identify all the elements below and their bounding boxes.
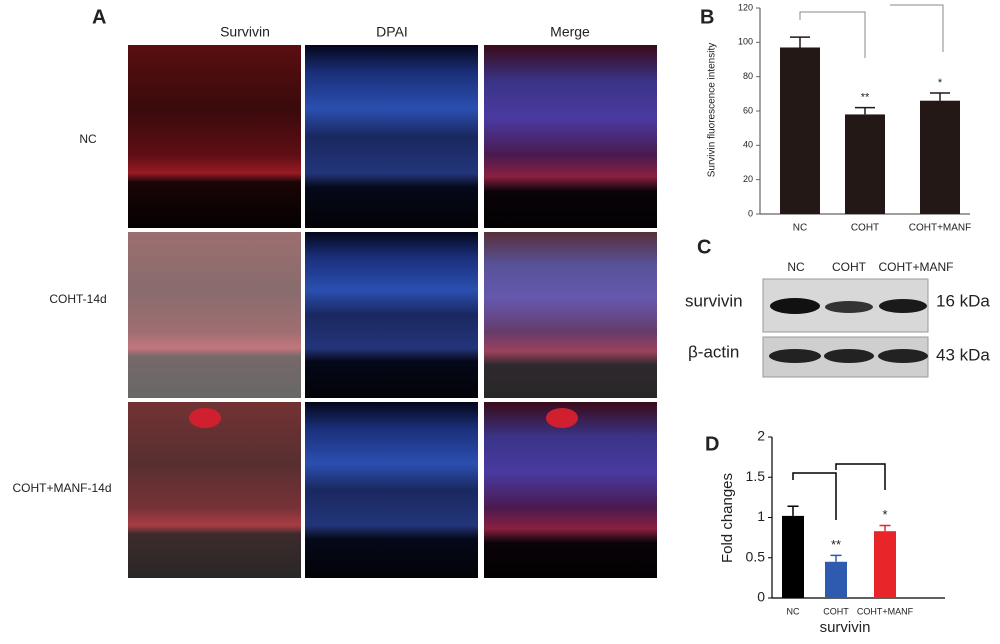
micrograph (128, 45, 301, 228)
band (825, 301, 873, 313)
tissue-feature (546, 408, 578, 428)
significance-label: ** (861, 91, 870, 103)
error-bar (855, 106, 875, 115)
row-label: NC (79, 132, 97, 146)
band (878, 349, 928, 363)
band-label: β-actin (688, 342, 739, 361)
x-tick-label: COHT+MANF (857, 606, 914, 616)
row-label: COHT+MANF-14d (12, 481, 111, 495)
lane-label: COHT (832, 260, 867, 274)
y-tick-label: 80 (743, 71, 753, 81)
y-tick-label: 20 (743, 174, 753, 184)
x-tick-label: NC (787, 606, 800, 616)
bar (782, 515, 804, 598)
panel-a: A Survivin DPAI Merge NC COHT-14d COHT+M… (12, 6, 657, 578)
bar (780, 47, 820, 214)
micrograph (484, 45, 657, 228)
y-tick-label: 100 (738, 37, 753, 47)
bar (920, 100, 960, 214)
error-bar (879, 524, 891, 532)
y-tick-label: 1 (757, 508, 765, 524)
x-axis-label: survivin (820, 619, 871, 636)
micrograph (305, 45, 478, 228)
x-tick-label: NC (793, 223, 807, 234)
panel-c: C NC COHT COHT+MANF survivin β-actin 16 … (685, 236, 990, 378)
lane-label: NC (787, 260, 805, 274)
error-bar (787, 505, 799, 516)
bracket (835, 463, 886, 490)
y-tick-label: 0 (757, 589, 765, 605)
x-tick-label: COHT+MANF (909, 223, 972, 234)
error-bar (830, 554, 842, 562)
y-tick-label: 1.5 (746, 468, 766, 484)
error-bar (930, 92, 950, 101)
significance-label: ** (831, 537, 841, 552)
y-tick-label: 0 (748, 208, 753, 218)
micrograph (128, 232, 301, 398)
band-size: 43 kDa (936, 345, 990, 364)
band (824, 349, 874, 363)
band (769, 349, 821, 363)
significance-label: * (938, 77, 943, 89)
micrograph (305, 402, 478, 578)
bar (874, 531, 896, 598)
x-tick-label: COHT (851, 223, 879, 234)
y-tick-label: 40 (743, 140, 753, 150)
y-tick-label: 120 (738, 2, 753, 12)
lane-label: COHT+MANF (879, 260, 954, 274)
panel-label: C (697, 236, 711, 258)
panel-label: D (705, 433, 719, 455)
band (770, 298, 820, 314)
bracket (792, 472, 837, 520)
panel-label: B (700, 6, 714, 28)
column-label: DPAI (376, 24, 408, 40)
y-axis-label: Survivin fluorescence intensity (707, 43, 718, 178)
y-tick-label: 60 (743, 105, 753, 115)
panel-label: A (92, 6, 106, 28)
bar (845, 114, 885, 214)
y-axis-label: Fold changes (719, 473, 736, 563)
bar (825, 561, 847, 598)
error-bar (790, 36, 810, 48)
tissue-feature (189, 408, 221, 428)
bracket (890, 4, 944, 52)
band-label: survivin (685, 291, 743, 310)
band-size: 16 kDa (936, 291, 990, 310)
x-tick-label: COHT (823, 606, 849, 616)
micrograph (484, 402, 657, 578)
column-label: Survivin (220, 24, 270, 40)
significance-brackets (792, 4, 944, 520)
micrographs (128, 45, 657, 578)
micrograph (484, 232, 657, 398)
significance-label: * (882, 507, 887, 522)
column-label: Merge (550, 24, 590, 40)
y-tick-label: 0.5 (746, 548, 766, 564)
bracket (799, 11, 866, 58)
micrograph (128, 402, 301, 578)
y-tick-label: 2 (757, 428, 765, 444)
row-label: COHT-14d (49, 292, 106, 306)
micrograph (305, 232, 478, 398)
band (879, 299, 927, 313)
